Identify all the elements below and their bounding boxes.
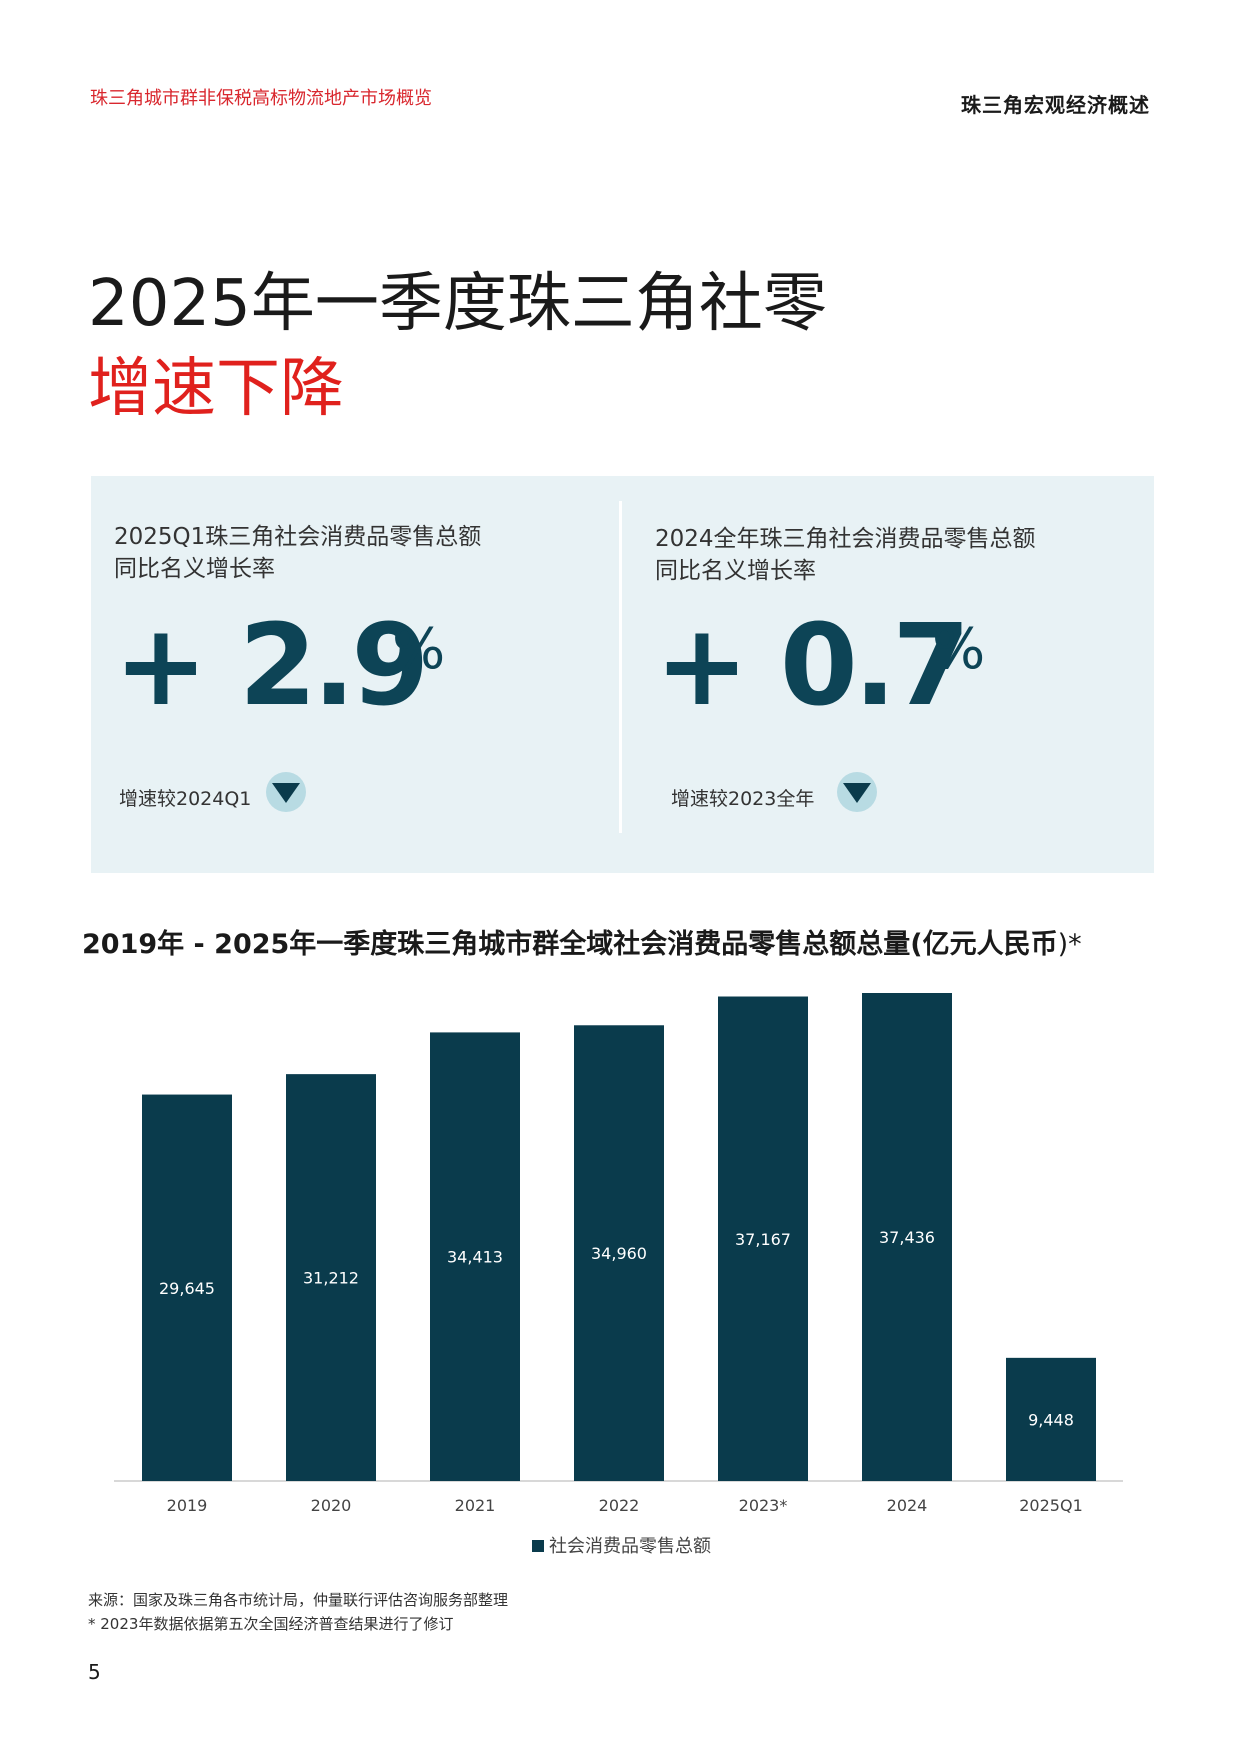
kpi-2-compare: 增速较2023全年: [671, 788, 815, 810]
data-label-2023*: 37,167: [735, 1230, 791, 1249]
bar-2021: [430, 1032, 520, 1481]
data-label-2019: 29,645: [159, 1279, 215, 1298]
page-title-line2: 增速下降: [88, 352, 344, 426]
kpi-2-label-line2: 同比名义增长率: [655, 558, 816, 584]
kpi-2-label: 2024全年珠三角社会消费品零售总额 同比名义增长率: [655, 523, 1036, 587]
bar-2025Q1: [1006, 1357, 1096, 1481]
bar-2022: [574, 1025, 664, 1481]
bar-2023*: [718, 996, 808, 1481]
kpi-panel: [91, 476, 1154, 873]
tick-label-2025Q1: 2025Q1: [1019, 1496, 1083, 1515]
source-line: 来源：国家及珠三角各市统计局，仲量联行评估咨询服务部整理: [88, 1591, 509, 1609]
kpi-1-value: + 2.9: [114, 601, 429, 731]
chart-title-main: 2019年 - 2025年一季度珠三角城市群全域社会消费品零售总额总量(亿元人民…: [82, 929, 1058, 960]
kpi-1-compare: 增速较2024Q1: [119, 788, 252, 810]
kpi-1-label-line1: 2025Q1珠三角社会消费品零售总额: [114, 524, 482, 550]
bar-2020: [286, 1074, 376, 1481]
data-label-2021: 34,413: [447, 1248, 503, 1267]
header-report-title: 珠三角城市群非保税高标物流地产市场概览: [90, 88, 432, 109]
data-label-2020: 31,212: [303, 1269, 359, 1288]
tick-label-2022: 2022: [599, 1496, 640, 1515]
source-notes: 来源：国家及珠三角各市统计局，仲量联行评估咨询服务部整理 * 2023年数据依据…: [88, 1588, 508, 1636]
bar-2019: [142, 1094, 232, 1481]
bar-chart: 29,645 2019 31,212 2020 34,413 2021 34,960 2022…: [114, 993, 1123, 1557]
tick-label-2020: 2020: [311, 1496, 352, 1515]
kpi-1-label-line2: 同比名义增长率: [114, 556, 275, 582]
kpi-2-unit: %: [932, 617, 986, 682]
tick-label-2023*: 2023*: [739, 1496, 788, 1515]
bar-2024: [862, 993, 952, 1481]
kpi-2-label-line1: 2024全年珠三角社会消费品零售总额: [655, 526, 1036, 552]
tick-label-2024: 2024: [887, 1496, 928, 1515]
header-section-title: 珠三角宏观经济概述: [961, 93, 1150, 117]
kpi-2-down-triangle-icon: [837, 772, 877, 812]
tick-label-2021: 2021: [455, 1496, 496, 1515]
data-label-2022: 34,960: [591, 1244, 647, 1263]
kpi-1-label: 2025Q1珠三角社会消费品零售总额 同比名义增长率: [114, 521, 481, 585]
page-number: 5: [88, 1660, 101, 1684]
page-title-line1: 2025年一季度珠三角社零: [88, 267, 827, 341]
tick-label-2019: 2019: [167, 1496, 208, 1515]
kpi-2-value: + 0.7: [655, 601, 970, 731]
chart-title: 2019年 - 2025年一季度珠三角城市群全域社会消费品零售总额总量(亿元人民…: [82, 922, 1082, 961]
legend-label: 社会消费品零售总额: [549, 1536, 711, 1557]
kpi-1-down-triangle-icon: [266, 772, 306, 812]
data-label-2024: 37,436: [879, 1228, 935, 1247]
data-label-2025Q1: 9,448: [1028, 1410, 1074, 1429]
chart-title-suffix: )*: [1057, 929, 1082, 960]
legend-swatch: [532, 1540, 544, 1552]
footnote-line: * 2023年数据依据第五次全国经济普查结果进行了修订: [88, 1615, 454, 1633]
kpi-1-unit: %: [392, 617, 446, 682]
kpi-divider: [619, 501, 622, 833]
